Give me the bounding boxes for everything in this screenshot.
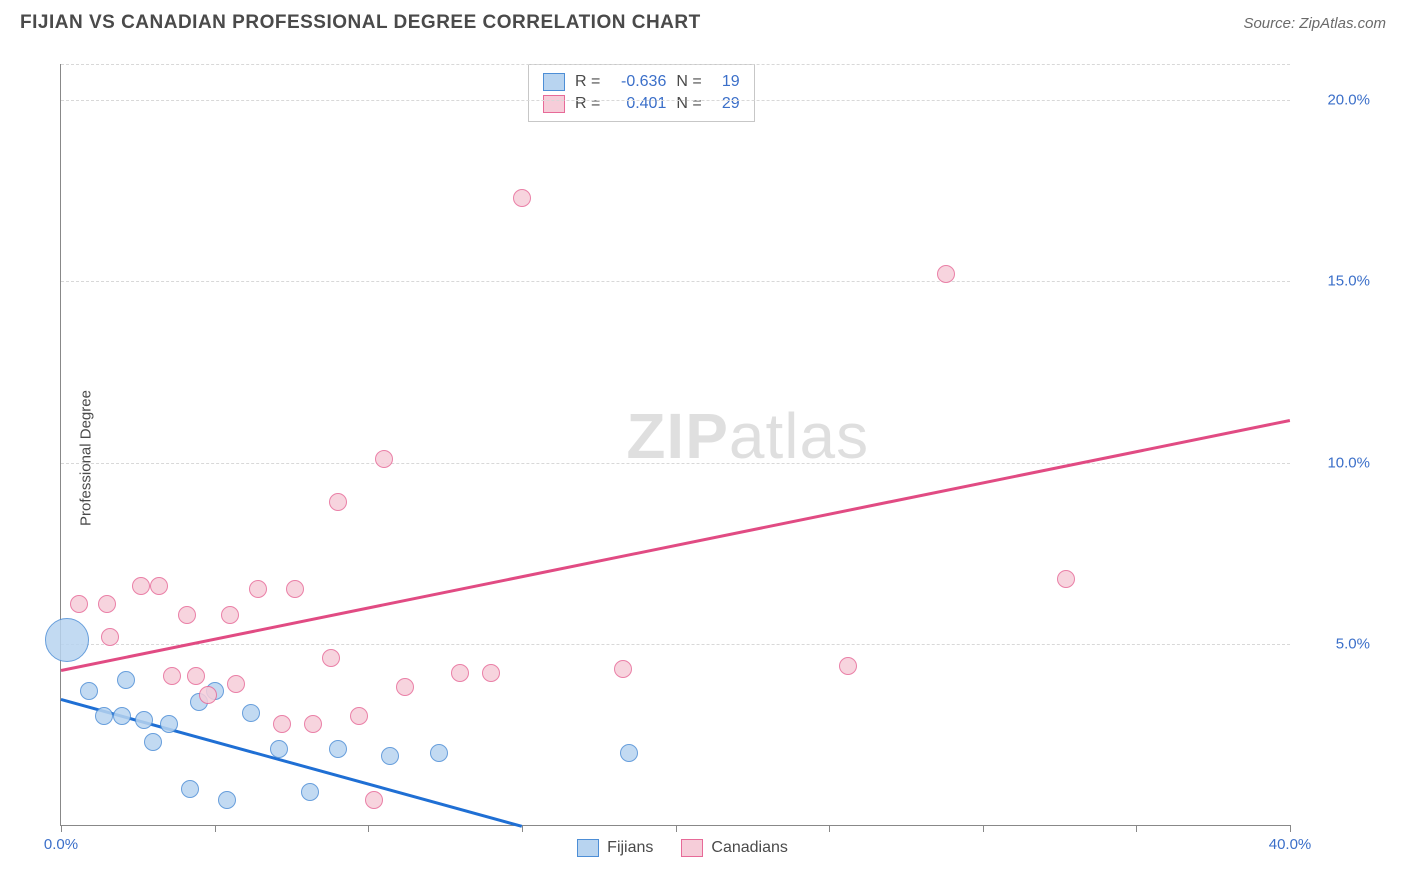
y-tick-label: 10.0% bbox=[1300, 454, 1370, 471]
data-point-canadians bbox=[365, 791, 383, 809]
data-point-fijians bbox=[113, 707, 131, 725]
data-point-canadians bbox=[350, 707, 368, 725]
page-title: FIJIAN VS CANADIAN PROFESSIONAL DEGREE C… bbox=[20, 12, 701, 34]
data-point-canadians bbox=[199, 686, 217, 704]
stats-R-value-fijians: -0.636 bbox=[610, 73, 666, 91]
data-point-fijians bbox=[80, 682, 98, 700]
data-point-fijians bbox=[135, 711, 153, 729]
data-point-canadians bbox=[70, 595, 88, 613]
stats-N-value-canadians: 29 bbox=[712, 95, 740, 113]
data-point-canadians bbox=[396, 678, 414, 696]
data-point-canadians bbox=[304, 715, 322, 733]
chart-container: Professional Degree ZIPatlas R = -0.636 … bbox=[48, 54, 1386, 862]
data-point-canadians bbox=[132, 577, 150, 595]
bottom-label-fijians: Fijians bbox=[607, 839, 653, 857]
swatch-fijians bbox=[543, 73, 565, 91]
data-point-fijians bbox=[301, 783, 319, 801]
grid-line bbox=[61, 281, 1290, 282]
source-attribution: Source: ZipAtlas.com bbox=[1243, 15, 1386, 32]
data-point-fijians bbox=[242, 704, 260, 722]
plot-area: ZIPatlas R = -0.636 N = 19 R = 0.401 N =… bbox=[60, 64, 1290, 826]
data-point-canadians bbox=[163, 667, 181, 685]
data-point-canadians bbox=[286, 580, 304, 598]
stats-legend-row-canadians: R = 0.401 N = 29 bbox=[543, 93, 740, 115]
grid-line bbox=[61, 100, 1290, 101]
data-point-canadians bbox=[322, 649, 340, 667]
data-point-fijians bbox=[620, 744, 638, 762]
data-point-fijians bbox=[45, 618, 89, 662]
x-tick bbox=[522, 825, 523, 832]
data-point-canadians bbox=[249, 580, 267, 598]
data-point-canadians bbox=[98, 595, 116, 613]
data-point-canadians bbox=[839, 657, 857, 675]
x-tick-label: 40.0% bbox=[1269, 836, 1312, 853]
data-point-canadians bbox=[513, 189, 531, 207]
bottom-legend-item-canadians: Canadians bbox=[681, 839, 788, 857]
x-tick bbox=[61, 825, 62, 832]
x-tick bbox=[215, 825, 216, 832]
y-tick-label: 15.0% bbox=[1300, 273, 1370, 290]
data-point-canadians bbox=[273, 715, 291, 733]
data-point-fijians bbox=[95, 707, 113, 725]
data-point-canadians bbox=[227, 675, 245, 693]
stats-R-value-canadians: 0.401 bbox=[610, 95, 666, 113]
data-point-canadians bbox=[150, 577, 168, 595]
swatch-canadians bbox=[543, 95, 565, 113]
x-tick bbox=[829, 825, 830, 832]
stats-N-label: N = bbox=[676, 73, 701, 91]
data-point-canadians bbox=[937, 265, 955, 283]
watermark-light: atlas bbox=[729, 400, 869, 472]
x-tick-label: 0.0% bbox=[44, 836, 78, 853]
stats-legend: R = -0.636 N = 19 R = 0.401 N = 29 bbox=[528, 64, 755, 122]
data-point-canadians bbox=[482, 664, 500, 682]
stats-N-value-fijians: 19 bbox=[712, 73, 740, 91]
data-point-fijians bbox=[181, 780, 199, 798]
x-tick bbox=[368, 825, 369, 832]
grid-line bbox=[61, 463, 1290, 464]
data-point-canadians bbox=[1057, 570, 1075, 588]
data-point-fijians bbox=[160, 715, 178, 733]
bottom-swatch-fijians bbox=[577, 839, 599, 857]
data-point-canadians bbox=[451, 664, 469, 682]
data-point-canadians bbox=[614, 660, 632, 678]
x-tick bbox=[983, 825, 984, 832]
stats-N-label: N = bbox=[676, 95, 701, 113]
data-point-fijians bbox=[144, 733, 162, 751]
data-point-fijians bbox=[270, 740, 288, 758]
data-point-fijians bbox=[117, 671, 135, 689]
y-tick-label: 20.0% bbox=[1300, 92, 1370, 109]
data-point-fijians bbox=[430, 744, 448, 762]
data-point-fijians bbox=[218, 791, 236, 809]
data-point-fijians bbox=[381, 747, 399, 765]
x-tick bbox=[676, 825, 677, 832]
data-point-canadians bbox=[375, 450, 393, 468]
y-tick-label: 5.0% bbox=[1300, 635, 1370, 652]
bottom-swatch-canadians bbox=[681, 839, 703, 857]
watermark-bold: ZIP bbox=[626, 400, 729, 472]
bottom-legend-item-fijians: Fijians bbox=[577, 839, 653, 857]
data-point-canadians bbox=[221, 606, 239, 624]
trend-line-canadians bbox=[61, 419, 1290, 671]
data-point-canadians bbox=[329, 493, 347, 511]
bottom-legend: Fijians Canadians bbox=[577, 839, 788, 857]
x-tick bbox=[1290, 825, 1291, 832]
grid-line bbox=[61, 644, 1290, 645]
x-tick bbox=[1136, 825, 1137, 832]
data-point-canadians bbox=[187, 667, 205, 685]
data-point-canadians bbox=[178, 606, 196, 624]
data-point-fijians bbox=[329, 740, 347, 758]
data-point-canadians bbox=[101, 628, 119, 646]
stats-R-label: R = bbox=[575, 95, 600, 113]
stats-legend-row-fijians: R = -0.636 N = 19 bbox=[543, 71, 740, 93]
stats-R-label: R = bbox=[575, 73, 600, 91]
bottom-label-canadians: Canadians bbox=[711, 839, 788, 857]
grid-line bbox=[61, 64, 1290, 65]
